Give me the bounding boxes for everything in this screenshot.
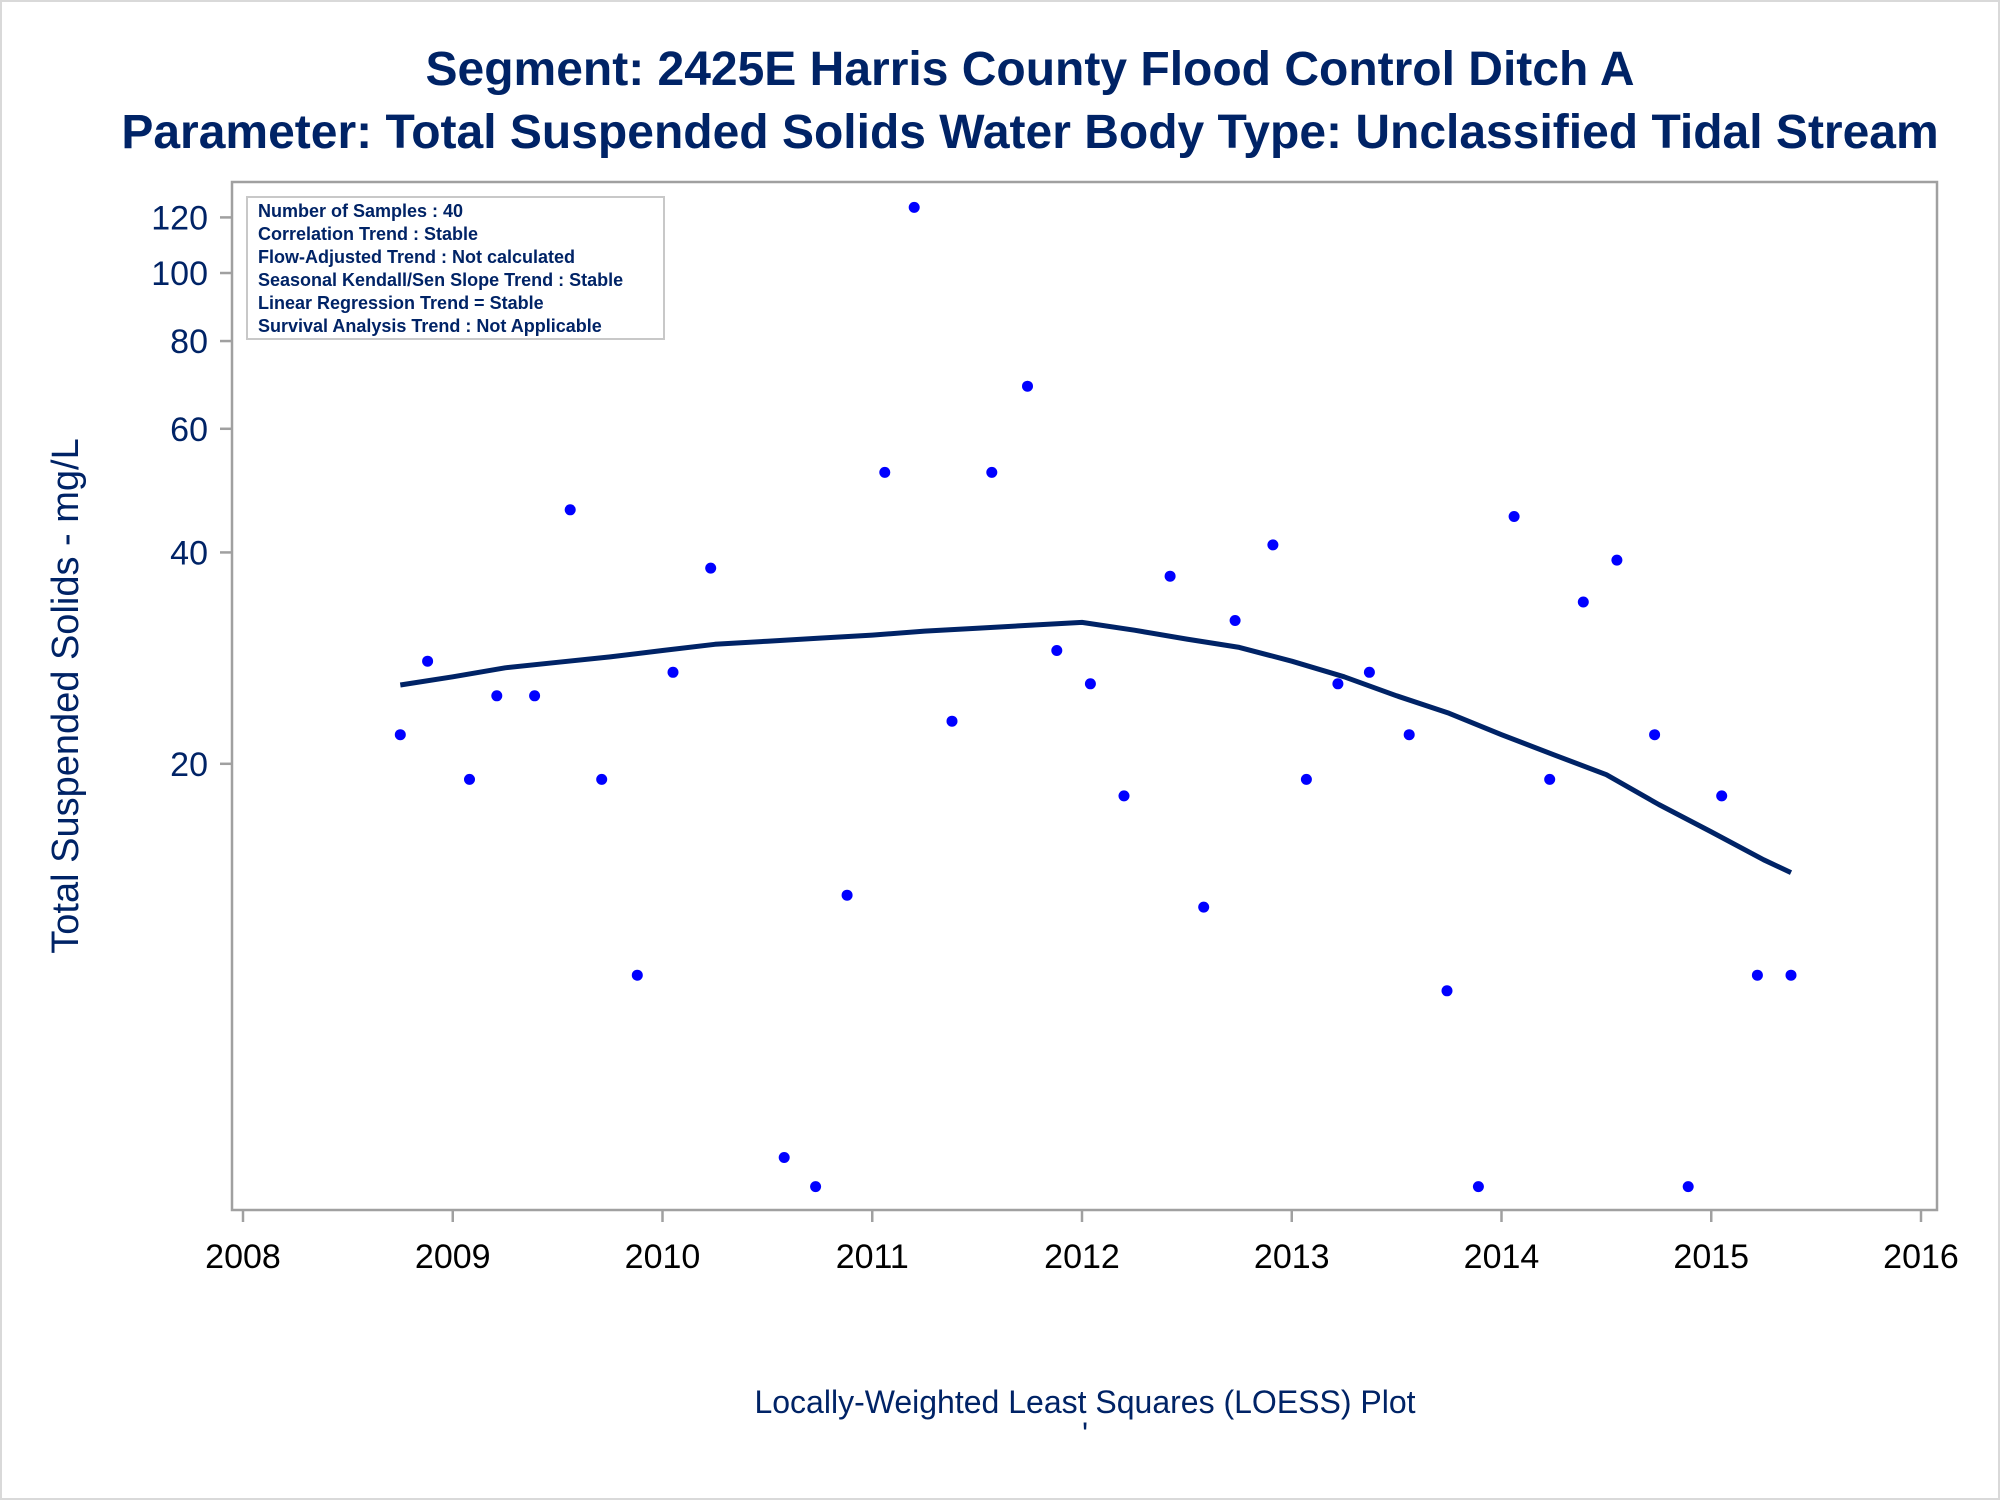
y-axis: 20 40 60 80 100 120 — [151, 199, 232, 784]
data-point — [529, 690, 541, 702]
y-tick-label: 20 — [170, 746, 208, 784]
data-point — [1611, 554, 1623, 566]
data-point — [1084, 678, 1096, 690]
data-point — [1051, 645, 1063, 656]
footnote: Locally-Weighted Least Squares (LOESS) P… — [754, 1384, 1415, 1420]
data-point — [1332, 678, 1344, 690]
data-point — [564, 504, 576, 516]
data-point — [879, 466, 891, 478]
x-axis: 2008 2009 2010 2011 2012 2013 2014 2015 2016 — [205, 1210, 1959, 1276]
loess-line — [399, 619, 1793, 875]
data-point — [596, 773, 608, 785]
data-point — [705, 562, 717, 574]
data-point — [491, 690, 503, 702]
info-box: Number of Samples : 40 Correlation Trend… — [246, 196, 665, 340]
data-point — [1164, 570, 1176, 582]
x-tick-label: 2013 — [1254, 1238, 1330, 1276]
x-tick-label: 2015 — [1673, 1238, 1749, 1276]
data-point — [778, 1152, 790, 1163]
chart-subtitle: Parameter: Total Suspended Solids Water … — [121, 106, 1938, 159]
info-line-flow-adjusted: Flow-Adjusted Trend : Not calculated — [258, 247, 575, 267]
y-tick-label: 40 — [170, 534, 208, 572]
data-point — [1577, 596, 1589, 608]
data-point — [1751, 969, 1763, 981]
data-point — [631, 969, 643, 981]
x-tick-label: 2012 — [1044, 1238, 1120, 1276]
data-point — [1472, 1181, 1484, 1193]
x-tick-label: 2011 — [836, 1238, 909, 1276]
data-point — [1403, 729, 1415, 741]
data-point — [1649, 729, 1661, 741]
scatter-series — [394, 201, 1797, 1193]
x-tick-label: 2010 — [625, 1238, 701, 1276]
data-point — [394, 729, 406, 741]
data-point — [1267, 539, 1279, 551]
data-point — [908, 201, 920, 213]
x-tick-label: 2008 — [205, 1238, 281, 1276]
data-point — [422, 655, 434, 667]
info-line-samples: Number of Samples : 40 — [258, 201, 463, 221]
data-point — [986, 466, 998, 478]
y-tick-label: 60 — [170, 411, 208, 449]
x-tick-label: 2016 — [1883, 1238, 1959, 1276]
x-tick-label: 2014 — [1464, 1238, 1540, 1276]
data-point — [1785, 969, 1797, 981]
data-point — [1441, 985, 1453, 997]
data-point — [841, 889, 853, 901]
data-point — [1716, 790, 1728, 802]
data-point — [1363, 666, 1375, 678]
data-point — [464, 773, 475, 785]
loess-series — [399, 619, 1793, 875]
data-point — [1508, 511, 1520, 522]
data-point — [946, 715, 958, 727]
plot-area — [230, 180, 1939, 1212]
data-point — [1300, 773, 1312, 785]
info-box-border — [246, 196, 665, 340]
info-line-seasonal-kendall: Seasonal Kendall/Sen Slope Trend : Stabl… — [258, 270, 623, 290]
data-point — [667, 666, 679, 678]
footnote-mark: ' — [1082, 1416, 1088, 1452]
y-tick-label: 120 — [151, 199, 208, 237]
y-tick-label: 100 — [151, 255, 208, 293]
data-point — [1229, 615, 1241, 626]
info-line-linear-regression: Linear Regression Trend = Stable — [258, 293, 544, 313]
info-line-survival: Survival Analysis Trend : Not Applicable — [258, 316, 602, 336]
y-axis-label: Total Suspended Solids - mg/L — [45, 438, 87, 953]
info-line-correlation: Correlation Trend : Stable — [258, 224, 478, 244]
data-point — [1544, 773, 1556, 785]
chart-title: Segment: 2425E Harris County Flood Contr… — [425, 43, 1634, 96]
x-tick-label: 2009 — [415, 1238, 491, 1276]
data-point — [1682, 1181, 1694, 1193]
data-point — [810, 1181, 822, 1193]
data-point — [1022, 380, 1033, 392]
data-point — [1198, 901, 1210, 913]
y-tick-label: 80 — [170, 323, 208, 361]
data-point — [1118, 790, 1130, 802]
